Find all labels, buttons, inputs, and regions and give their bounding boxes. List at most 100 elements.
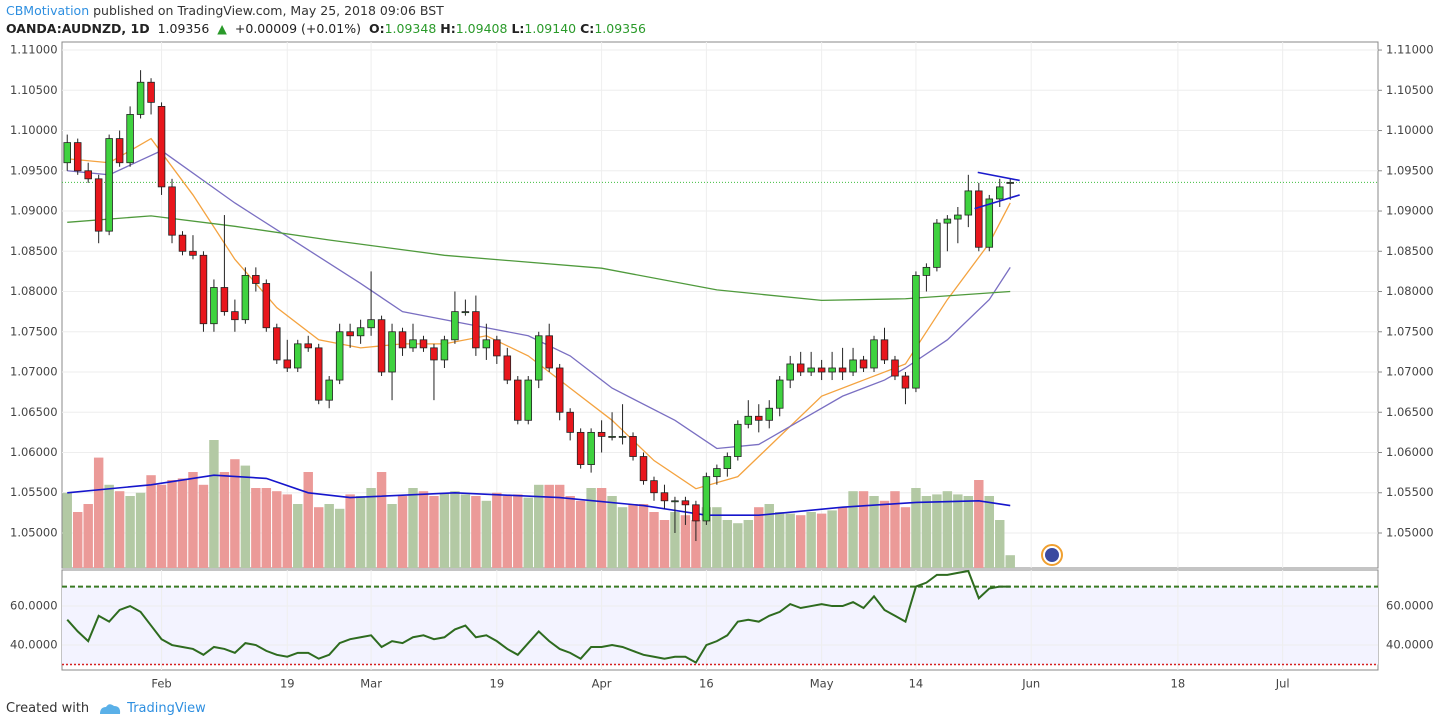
volume-bar bbox=[188, 472, 198, 568]
volume-bar bbox=[471, 496, 481, 568]
volume-bar bbox=[712, 507, 722, 568]
candle-body bbox=[105, 138, 113, 232]
volume-bar bbox=[334, 508, 345, 568]
candle-body bbox=[335, 331, 344, 381]
footer: Created with TradingView bbox=[6, 701, 206, 716]
candle-body bbox=[514, 379, 522, 421]
candle-body bbox=[94, 178, 103, 232]
moving-average bbox=[67, 137, 1011, 490]
candle-body bbox=[681, 500, 690, 506]
candle-body bbox=[744, 415, 753, 425]
y-tick-label: 1.11000 bbox=[1386, 43, 1434, 57]
candle-body bbox=[461, 311, 470, 314]
candle-body bbox=[545, 335, 553, 369]
volume-bar bbox=[450, 491, 460, 568]
volume-bar bbox=[324, 504, 334, 568]
volume-bar bbox=[649, 512, 659, 568]
candle-body bbox=[555, 367, 564, 413]
candle-body bbox=[901, 375, 910, 389]
volume-bar bbox=[62, 492, 72, 568]
volume-bar bbox=[691, 520, 701, 568]
candle-body bbox=[356, 327, 365, 337]
volume-bar bbox=[355, 496, 366, 568]
rsi-tick-label: 60.0000 bbox=[1386, 599, 1434, 613]
candle-body bbox=[84, 170, 92, 180]
volume-bar bbox=[722, 520, 733, 568]
candle-body bbox=[587, 431, 595, 465]
quote-value: 1.09408 bbox=[455, 21, 508, 36]
volume-bar bbox=[953, 494, 963, 568]
arrow: ▲ bbox=[217, 21, 227, 36]
y-tick-label: 1.10000 bbox=[1386, 123, 1434, 137]
y-tick-label: 1.06500 bbox=[1386, 405, 1434, 419]
quote-label: H: bbox=[440, 21, 456, 36]
candle-body bbox=[734, 423, 742, 457]
y-tick-label-left: 1.06500 bbox=[10, 405, 58, 419]
trendline bbox=[974, 194, 1020, 210]
volume-bar bbox=[795, 515, 806, 568]
volume-bar bbox=[921, 496, 932, 568]
candle-body bbox=[576, 431, 585, 465]
candle-body bbox=[943, 218, 952, 224]
volume-bar bbox=[638, 504, 649, 568]
rsi-tick-label-left: 60.0000 bbox=[10, 599, 58, 613]
candle-body bbox=[220, 287, 229, 313]
y-tick-label-left: 1.09500 bbox=[10, 163, 58, 177]
candle-body bbox=[367, 319, 375, 329]
volume-bar bbox=[743, 520, 754, 568]
volume-bar bbox=[733, 523, 743, 568]
volume-bar bbox=[942, 491, 953, 568]
candle-body bbox=[482, 339, 491, 349]
volume-bar bbox=[240, 465, 251, 568]
volume-bar bbox=[565, 496, 575, 568]
candle-body bbox=[325, 379, 333, 401]
candle-body bbox=[73, 142, 82, 172]
candle-body bbox=[660, 492, 669, 502]
y-tick-label-left: 1.09000 bbox=[10, 204, 58, 218]
candle-body bbox=[996, 186, 1004, 200]
x-tick-label: 19 bbox=[280, 677, 295, 691]
published: published on TradingView.com, May 25, 20… bbox=[93, 3, 444, 18]
author[interactable]: CBMotivation bbox=[6, 3, 90, 18]
volume-bar bbox=[460, 494, 471, 568]
volume-bar bbox=[764, 504, 774, 568]
volume-bar bbox=[848, 491, 858, 568]
candle-body bbox=[692, 504, 700, 522]
volume-bar bbox=[167, 480, 177, 568]
y-tick-label: 1.10500 bbox=[1386, 83, 1434, 97]
candle-body bbox=[817, 367, 826, 373]
moving-average bbox=[67, 215, 1011, 302]
volume-bar bbox=[313, 507, 324, 568]
y-tick-label: 1.06000 bbox=[1386, 445, 1434, 459]
volume-bar bbox=[198, 484, 209, 568]
brand[interactable]: TradingView bbox=[127, 701, 206, 716]
volume-bar bbox=[869, 496, 879, 568]
quote-value: 1.09356 bbox=[594, 21, 647, 36]
candle-body bbox=[671, 500, 679, 503]
volume-bar bbox=[911, 488, 921, 568]
volume-bar bbox=[984, 496, 994, 568]
volume-bar bbox=[701, 507, 712, 568]
candle-body bbox=[713, 468, 721, 478]
candle-body bbox=[273, 327, 281, 361]
volume-bar bbox=[534, 484, 544, 568]
volume-bar bbox=[376, 472, 387, 568]
candle-body bbox=[1006, 181, 1014, 184]
volume-bar bbox=[293, 504, 303, 568]
candle-body bbox=[493, 339, 501, 357]
change: +0.00009 (+0.01%) bbox=[234, 21, 361, 36]
volume-bar bbox=[114, 491, 125, 568]
volume-bar bbox=[995, 520, 1005, 568]
volume-bar bbox=[827, 510, 837, 568]
x-tick-label: 16 bbox=[699, 677, 714, 691]
candle-body bbox=[639, 456, 648, 482]
rsi-band bbox=[62, 586, 1378, 665]
volume-bar bbox=[596, 488, 607, 568]
candle-body bbox=[346, 331, 354, 337]
y-tick-label-left: 1.08500 bbox=[10, 244, 58, 258]
candle-body bbox=[157, 105, 166, 188]
quote-label: O: bbox=[368, 21, 385, 36]
candle-body bbox=[419, 339, 428, 349]
y-tick-label-left: 1.06000 bbox=[10, 445, 58, 459]
